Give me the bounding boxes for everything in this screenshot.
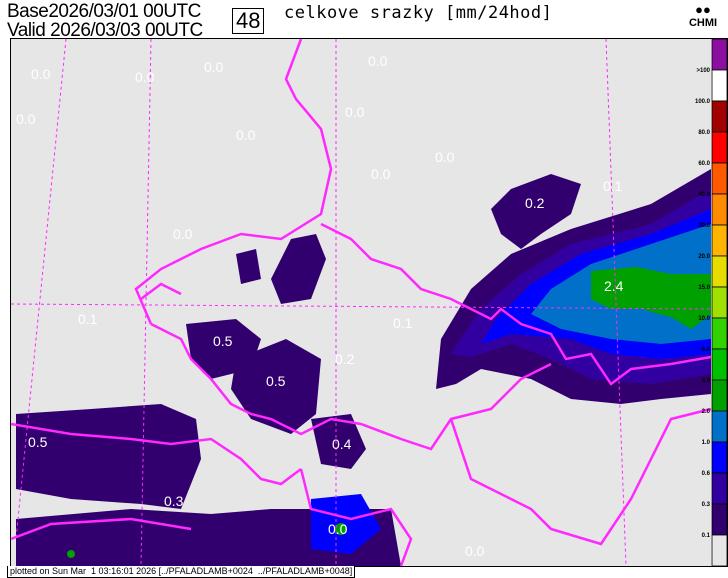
legend-label: >100	[696, 68, 710, 74]
legend-swatch	[711, 348, 727, 381]
legend-swatch	[711, 39, 727, 71]
value-labels: 0.0 0.0 0.0 0.0 0.0 0.0 0.0 0.0 0.0 0.0 0.1 0.2 0.1 0…	[16, 53, 624, 559]
base-label: Base	[7, 1, 49, 22]
legend-swatch	[711, 255, 727, 288]
legend-label: 2.0	[702, 409, 711, 415]
base-time: Base2026/03/01 00UTC	[7, 2, 201, 21]
precip-cell	[335, 523, 347, 535]
legend-swatch	[711, 410, 727, 443]
legend-swatch	[711, 100, 727, 133]
map-title: celkove srazky [mm/24hod]	[284, 3, 553, 23]
precip-value-label: 0.0	[173, 226, 193, 242]
legend-swatch	[711, 69, 727, 102]
legend-label: 100.0	[695, 99, 711, 105]
legend-label: 80.0	[698, 130, 710, 136]
precip-value-label: 0.1	[78, 311, 98, 327]
valid-time-value: 2026/03/03 00UTC	[50, 20, 203, 41]
legend-swatch	[711, 193, 727, 226]
precip-cell	[67, 550, 75, 558]
legend-label: 30.0	[698, 223, 710, 229]
precip-value-label: 0.0	[31, 66, 51, 82]
precip-area-0.1	[236, 249, 261, 284]
precip-area-0.6	[311, 494, 381, 554]
precip-area-0.1	[231, 339, 321, 434]
precip-value-label: 0.1	[393, 315, 413, 331]
legend-swatch	[711, 286, 727, 319]
legend-swatch	[711, 472, 727, 505]
precip-area-0.1	[16, 509, 401, 566]
precip-value-label: 0.0	[345, 104, 365, 120]
precip-value-label: 0.0	[236, 127, 256, 143]
precip-value-label: 0.0	[465, 543, 485, 559]
precip-area-0.1	[311, 414, 366, 469]
precip-value-label: 0.5	[266, 373, 286, 389]
precip-value-label: 0.0	[16, 111, 36, 127]
precip-value-label: 0.5	[28, 434, 48, 450]
legend-label: 6.0	[702, 347, 711, 353]
precip-value-label: 0.3	[164, 493, 184, 509]
precip-value-label: 2.4	[604, 278, 624, 294]
precip-value-label: 0.4	[332, 436, 352, 452]
base-time-value: 2026/03/01 00UTC	[48, 1, 201, 22]
country-borders	[11, 39, 712, 566]
legend-label: 4.0	[702, 378, 711, 384]
logo-text: CHMI	[688, 17, 718, 29]
precip-value-label: 0.0	[368, 53, 388, 69]
legend-swatch	[711, 379, 727, 412]
legend-label: 60.0	[698, 161, 710, 167]
graticule	[11, 39, 712, 566]
precip-value-label: 0.5	[213, 333, 233, 349]
legend-swatch	[711, 503, 727, 536]
precipitation-fields	[16, 169, 711, 566]
precip-value-label: 0.0	[435, 149, 455, 165]
precip-value-label: 0.2	[335, 351, 355, 367]
legend-swatch	[711, 534, 727, 566]
precip-value-label: 0.0	[204, 59, 224, 75]
legend-swatch	[711, 224, 727, 257]
precip-area-0.1	[491, 174, 581, 249]
legend-label: 10.0	[698, 316, 710, 322]
color-legend: >100 100.0 80.0 60.0 40.0 30.0 20.0 15.0 10.0 6.0…	[695, 39, 727, 566]
legend-label: 20.0	[698, 254, 710, 260]
legend-label: 0.1	[702, 533, 711, 539]
legend-swatch	[711, 441, 727, 474]
legend-label: 0.6	[702, 471, 711, 477]
legend-label: 40.0	[698, 192, 710, 198]
precip-area-0.1	[16, 404, 201, 509]
legend-swatch	[711, 162, 727, 195]
legend-label: 15.0	[698, 285, 710, 291]
precip-value-label: 0.0	[371, 166, 391, 182]
valid-label: Valid	[7, 20, 46, 41]
precip-area-2.0	[591, 267, 711, 329]
legend-swatch	[711, 317, 727, 350]
legend-label: 1.0	[702, 440, 711, 446]
precip-value-label: 0.1	[603, 178, 623, 194]
precip-value-label: 0.0	[328, 521, 348, 537]
precip-value-label: 0.0	[135, 69, 155, 85]
legend-swatch	[711, 131, 727, 164]
plot-footer: plotted on Sun Mar 1 03:16:01 2026 [../P…	[7, 566, 356, 578]
chmi-logo: ●● CHMI	[683, 2, 723, 30]
precip-area-0.1	[271, 234, 326, 304]
valid-time: Valid 2026/03/03 00UTC	[7, 21, 203, 40]
logo-icon: ●●	[695, 2, 711, 17]
precipitation-map: 0.0 0.0 0.0 0.0 0.0 0.0 0.0 0.0 0.0 0.0 0.1 0.2 0.1 0…	[10, 38, 728, 567]
legend-label: 0.3	[702, 502, 711, 508]
precip-value-label: 0.2	[525, 195, 545, 211]
forecast-lead-hours: 48	[232, 8, 265, 34]
